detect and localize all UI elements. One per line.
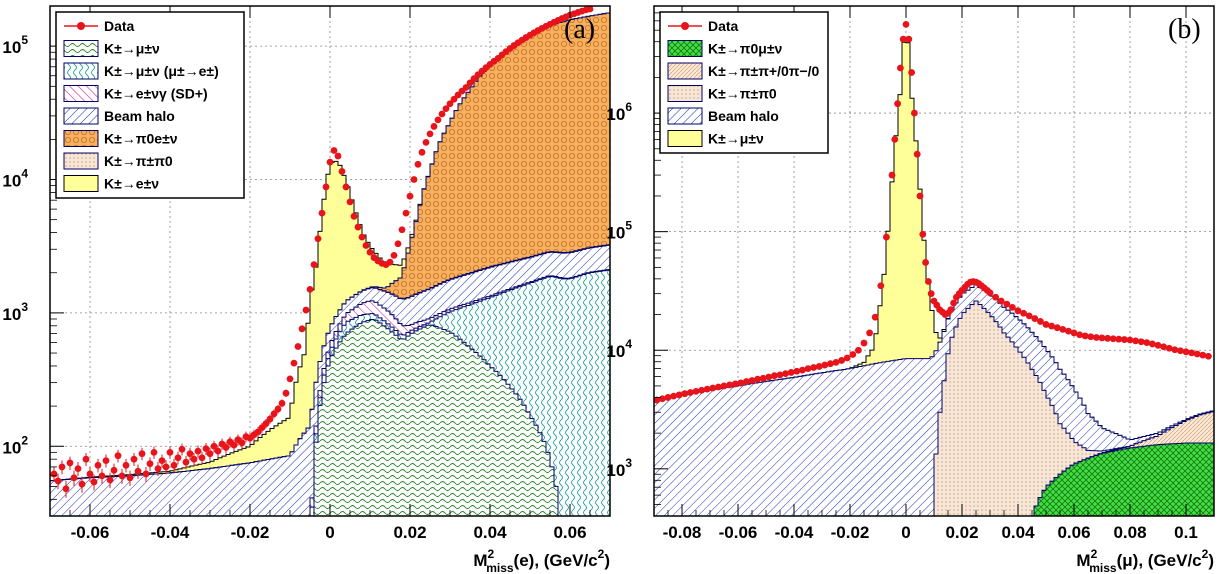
panel-b: -0.08 -0.06 -0.04 -0.02 0 0.02 0.04 0.06 0.08 0.1… [606, 5, 1215, 574]
panel-a-xlabel: M2 miss(e), (GeV/c2) [473, 547, 610, 574]
legend-label-enu: K±→μ±ν [708, 131, 764, 147]
panel-b-ticks: -0.08 -0.06 -0.04 -0.02 0 0.02 0.04 0.06 0.08 0.1… [606, 6, 1201, 542]
data-point [586, 6, 594, 13]
x-tick-label: -0.02 [831, 523, 870, 542]
x-tick-label: 0.02 [393, 523, 426, 542]
y-tick-label: 105 [2, 33, 28, 57]
panel-b-label: (b) [1168, 14, 1201, 45]
legend-swatch-enu [667, 130, 703, 147]
stack-pi0munu [654, 442, 1214, 516]
legend-marker-data [77, 22, 85, 30]
panel-a-ticks: -0.06 -0.04 -0.02 0 0.02 0.04 0.06 102 103 104 105 [2, 6, 611, 542]
legend-label-data: Data [104, 18, 135, 34]
panel-a-legend: Data K±→μ±ν K±→μ±ν (μ±→e±) K±→e±νγ (SD+) Bea… [55, 11, 245, 199]
legend-label-pi0enu: K±→π0e±ν [104, 131, 178, 147]
legend-label-halo: Beam halo [708, 108, 779, 124]
legend-swatch-k3pi [667, 62, 703, 80]
x-tick-label: 0.06 [1057, 523, 1090, 542]
y-tick-label: 105 [606, 219, 632, 243]
legend-label-pipi0: K±→π±π0 [708, 86, 777, 102]
panel-b-xlabel: M2 miss(μ), (GeV/c2) [1076, 547, 1214, 574]
x-tick-label: 0.06 [553, 523, 586, 542]
y-tick-label: 103 [606, 456, 632, 480]
y-tick-label: 106 [606, 100, 632, 124]
x-tick-label: -0.06 [71, 523, 110, 542]
legend-label-k3pi: K±→π±π+/0π−/0 [708, 63, 820, 79]
legend-label-data: Data [708, 18, 739, 34]
panel-a-data [50, 6, 594, 498]
x-tick-label: -0.04 [775, 523, 814, 542]
legend-swatch-enu [63, 175, 99, 192]
x-tick-label: 0 [325, 523, 334, 542]
x-tick-label: 0.04 [473, 523, 507, 542]
legend-label-halo: Beam halo [104, 108, 175, 124]
x-tick-label: 0.08 [1113, 523, 1146, 542]
legend-swatch-pipi0 [667, 85, 703, 102]
legend-swatch-halo [63, 107, 99, 125]
panel-b-legend: Data K±→π0μ±ν K±→π±π+/0π−/0 K±→π±π0 Beam hal… [659, 11, 829, 154]
legend-swatch-halo [667, 107, 703, 125]
x-tick-label: 0.04 [1001, 523, 1035, 542]
y-tick-label: 102 [2, 433, 28, 457]
x-tick-label: -0.08 [663, 523, 702, 542]
legend-swatch-munu_conv [63, 62, 99, 80]
legend-swatch-munu [63, 40, 99, 57]
legend-swatch-pi0enu [63, 130, 99, 147]
x-tick-label: 0 [901, 523, 910, 542]
legend-label-sd: K±→e±νγ (SD+) [104, 86, 208, 102]
panel-b-data [654, 20, 1212, 404]
panel-b-stack [654, 41, 1214, 516]
legend-swatch-pi0munu [667, 40, 703, 57]
legend-label-pipi0: K±→π±π0 [104, 153, 173, 169]
y-tick-label: 104 [606, 337, 632, 361]
legend-marker-data [681, 22, 689, 30]
legend-swatch-sd [63, 85, 99, 102]
x-tick-label: 0.02 [945, 523, 978, 542]
x-tick-label: 0.1 [1174, 523, 1198, 542]
y-tick-label: 103 [2, 300, 28, 324]
legend-swatch-pipi0 [63, 152, 99, 170]
stack-munu [50, 319, 610, 516]
legend-label-pi0munu: K±→π0μ±ν [708, 41, 783, 57]
panel-a-label: (a) [564, 14, 595, 45]
x-tick-label: -0.02 [231, 523, 270, 542]
y-tick-label: 104 [2, 167, 28, 191]
legend-box [659, 11, 829, 154]
x-tick-label: -0.06 [719, 523, 758, 542]
legend-label-enu: K±→e±ν [104, 176, 159, 192]
panel-a: -0.06 -0.04 -0.02 0 0.02 0.04 0.06 102 103 104 105… [2, 5, 611, 574]
panel-a-stack [50, 12, 610, 516]
legend-label-munu_conv: K±→μ±ν (μ±→e±) [104, 63, 219, 79]
legend-label-munu: K±→μ±ν [104, 41, 160, 57]
x-tick-label: -0.04 [151, 523, 190, 542]
